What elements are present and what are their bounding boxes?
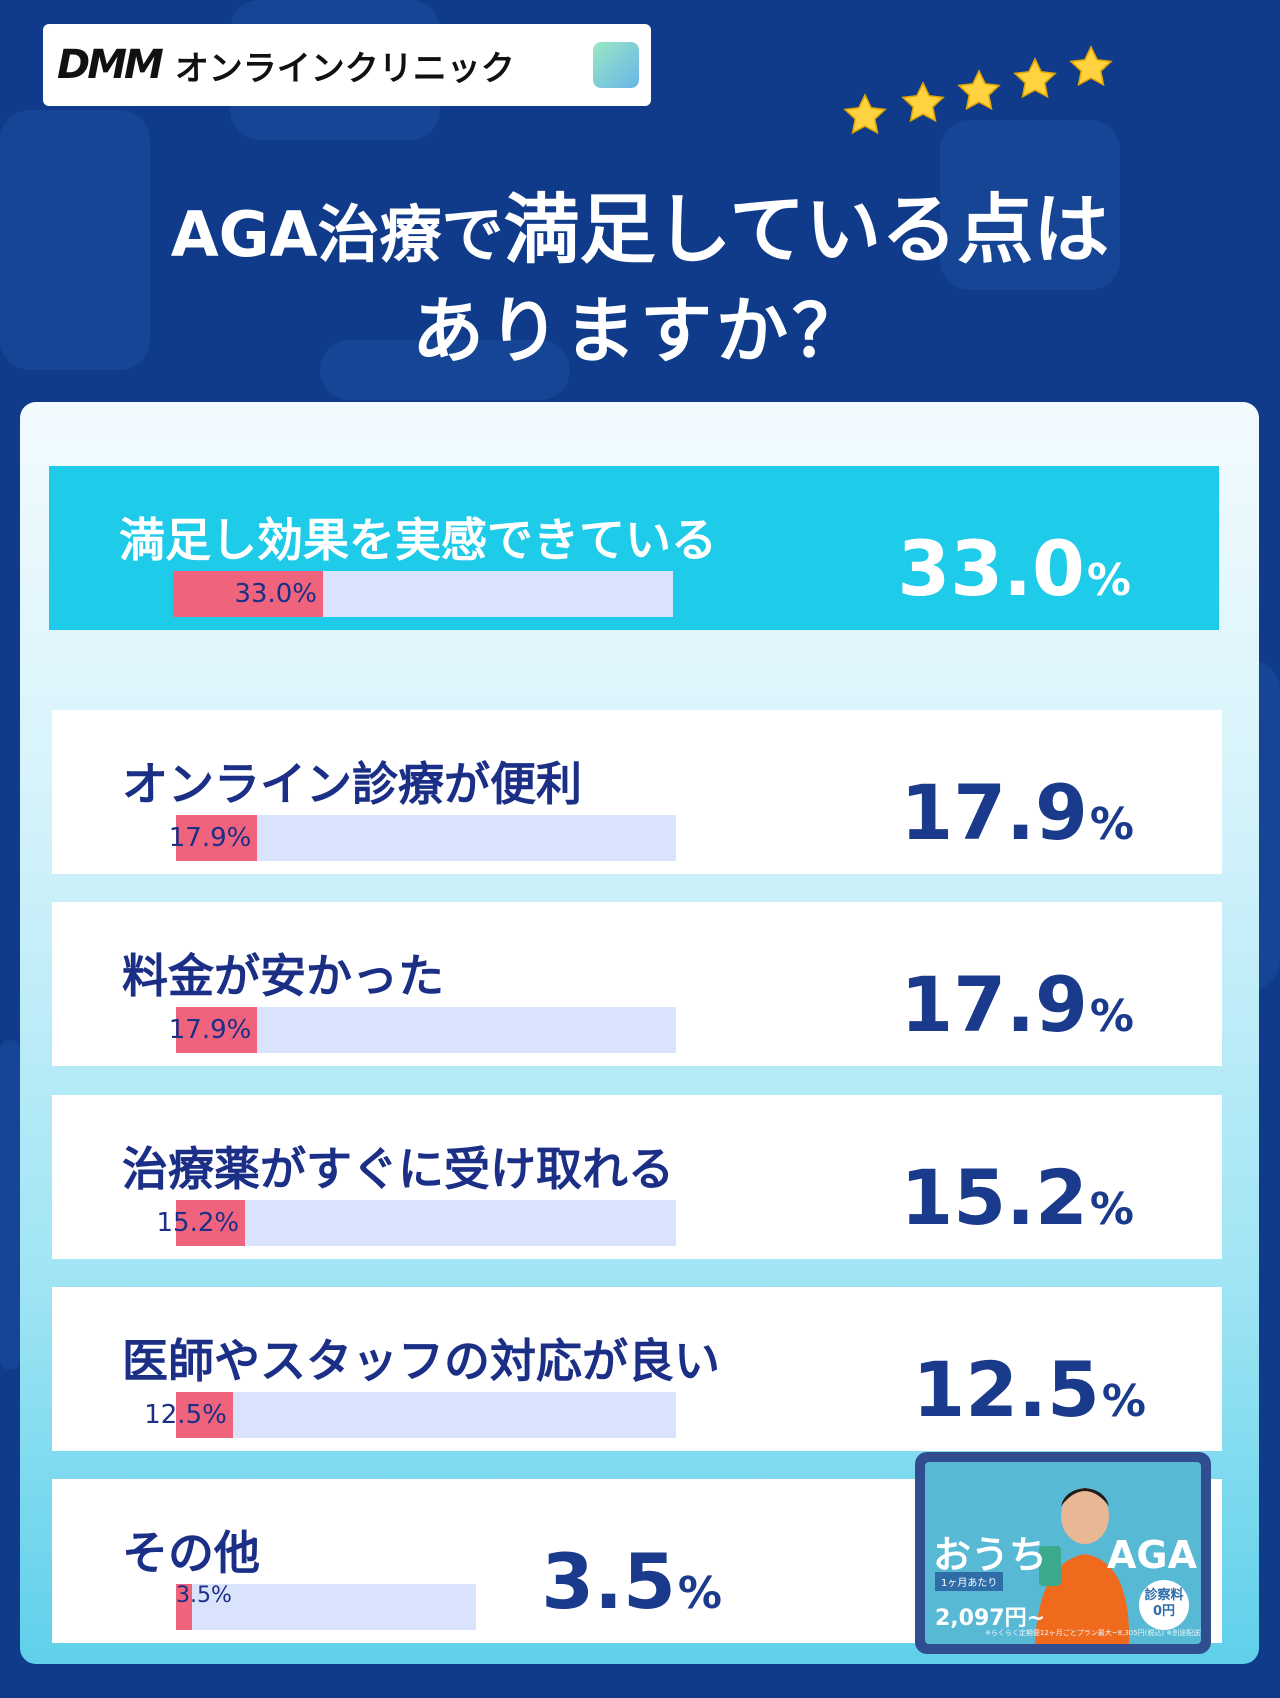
bar-track: 15.2% <box>156 1200 676 1246</box>
brand-name: オンラインクリニック <box>174 48 515 89</box>
star-icon <box>901 81 945 123</box>
bg-shape <box>0 110 150 370</box>
promo-badge: 診察料 0円 <box>1139 1580 1189 1630</box>
promo-banner[interactable]: おうち AGA 1ヶ月あたり 2,097円~ 診察料 0円 ※らくらく定期便12ヶ… <box>915 1452 1211 1654</box>
bar-data-label: 15.2% <box>156 1208 240 1238</box>
star-icon <box>1013 57 1057 99</box>
chart-row: 料金が安かった 17.9% 17.9% <box>52 902 1222 1066</box>
value-unit: % <box>1089 799 1134 850</box>
bg-shape <box>320 340 570 400</box>
value-label: 15.2% <box>814 1153 1134 1242</box>
bar-track: 17.9% <box>169 1007 676 1053</box>
bar-data-label: 17.9% <box>168 1015 252 1045</box>
bar <box>176 1392 233 1438</box>
value-label: 3.5% <box>402 1537 722 1626</box>
bar-data-label: 12.5% <box>144 1400 227 1430</box>
value-number: 17.9 <box>900 768 1088 857</box>
value-number: 3.5 <box>541 1537 676 1626</box>
category-label: 料金が安かった <box>122 949 444 1003</box>
value-label: 17.9% <box>814 768 1134 857</box>
bar-track: 33.0% <box>173 571 673 617</box>
presenter-image <box>1035 1488 1130 1644</box>
chart-row: 満足し効果を実感できている 33.0% 33.0% <box>49 466 1219 630</box>
value-unit: % <box>677 1568 722 1619</box>
rating-stars <box>842 22 1132 135</box>
category-label: その他 <box>122 1526 260 1580</box>
value-label: 17.9% <box>814 960 1134 1049</box>
brand-logo: DMM オンラインクリニック <box>43 24 651 106</box>
title-emphasis: 満足している点は <box>503 185 1110 274</box>
promo-title-right: AGA <box>1107 1533 1198 1577</box>
value-number: 15.2 <box>900 1153 1088 1242</box>
bg-shape <box>0 1040 20 1370</box>
clinic-mark-icon <box>593 42 639 88</box>
page-title-line1: AGA治療で満足している点は <box>0 168 1280 278</box>
bar-data-label: 17.9% <box>168 823 252 853</box>
star-icon <box>843 93 887 135</box>
bar-data-label: 33.0% <box>234 579 317 609</box>
bar-track: 12.5% <box>144 1392 676 1438</box>
bar <box>173 571 323 617</box>
star-icon <box>1069 45 1113 87</box>
value-label: 33.0% <box>811 524 1131 613</box>
promo-screen: おうち AGA 1ヶ月あたり 2,097円~ 診察料 0円 ※らくらく定期便12ヶ… <box>925 1462 1201 1644</box>
bar <box>176 1200 246 1246</box>
chart-row: 医師やスタッフの対応が良い 12.5% 12.5% <box>52 1287 1222 1451</box>
value-unit: % <box>1086 555 1131 606</box>
promo-tag: 1ヶ月あたり <box>935 1572 1004 1591</box>
promo-note: ※らくらく定期便12ヶ月ごとプラン最大~8,305円(税込) ※別途配送料がかか… <box>985 1629 1201 1637</box>
value-unit: % <box>1089 991 1134 1042</box>
category-label: 治療薬がすぐに受け取れる <box>122 1142 674 1196</box>
bar-data-label: 3.5% <box>176 1583 232 1608</box>
bg-shape <box>940 120 1120 290</box>
page-title-line2: ありますか？ <box>411 289 868 373</box>
bar <box>176 815 258 861</box>
value-number: 12.5 <box>912 1345 1100 1434</box>
title-prefix: AGA治療で <box>170 198 504 271</box>
promo-title: おうち AGA <box>933 1524 1197 1579</box>
value-label: 12.5% <box>826 1345 1146 1434</box>
value-unit: % <box>1101 1376 1146 1427</box>
category-label: 満足し効果を実感できている <box>119 513 717 567</box>
bar-track: 3.5% <box>176 1584 476 1630</box>
bar <box>176 1007 258 1053</box>
promo-price: 2,097円~ <box>935 1606 1046 1631</box>
promo-title-left: おうち <box>933 1533 1048 1577</box>
bar <box>176 1584 192 1630</box>
category-label: オンライン診療が便利 <box>122 757 582 811</box>
value-unit: % <box>1089 1184 1134 1235</box>
category-label: 医師やスタッフの対応が良い <box>122 1334 720 1388</box>
bar-track: 17.9% <box>169 815 676 861</box>
chart-row: オンライン診療が便利 17.9% 17.9% <box>52 710 1222 874</box>
star-icon <box>957 69 1001 111</box>
dmm-logo-text: DMM <box>57 42 164 88</box>
chart-row: 治療薬がすぐに受け取れる 15.2% 15.2% <box>52 1095 1222 1259</box>
value-number: 33.0 <box>897 524 1085 613</box>
value-number: 17.9 <box>900 960 1088 1049</box>
